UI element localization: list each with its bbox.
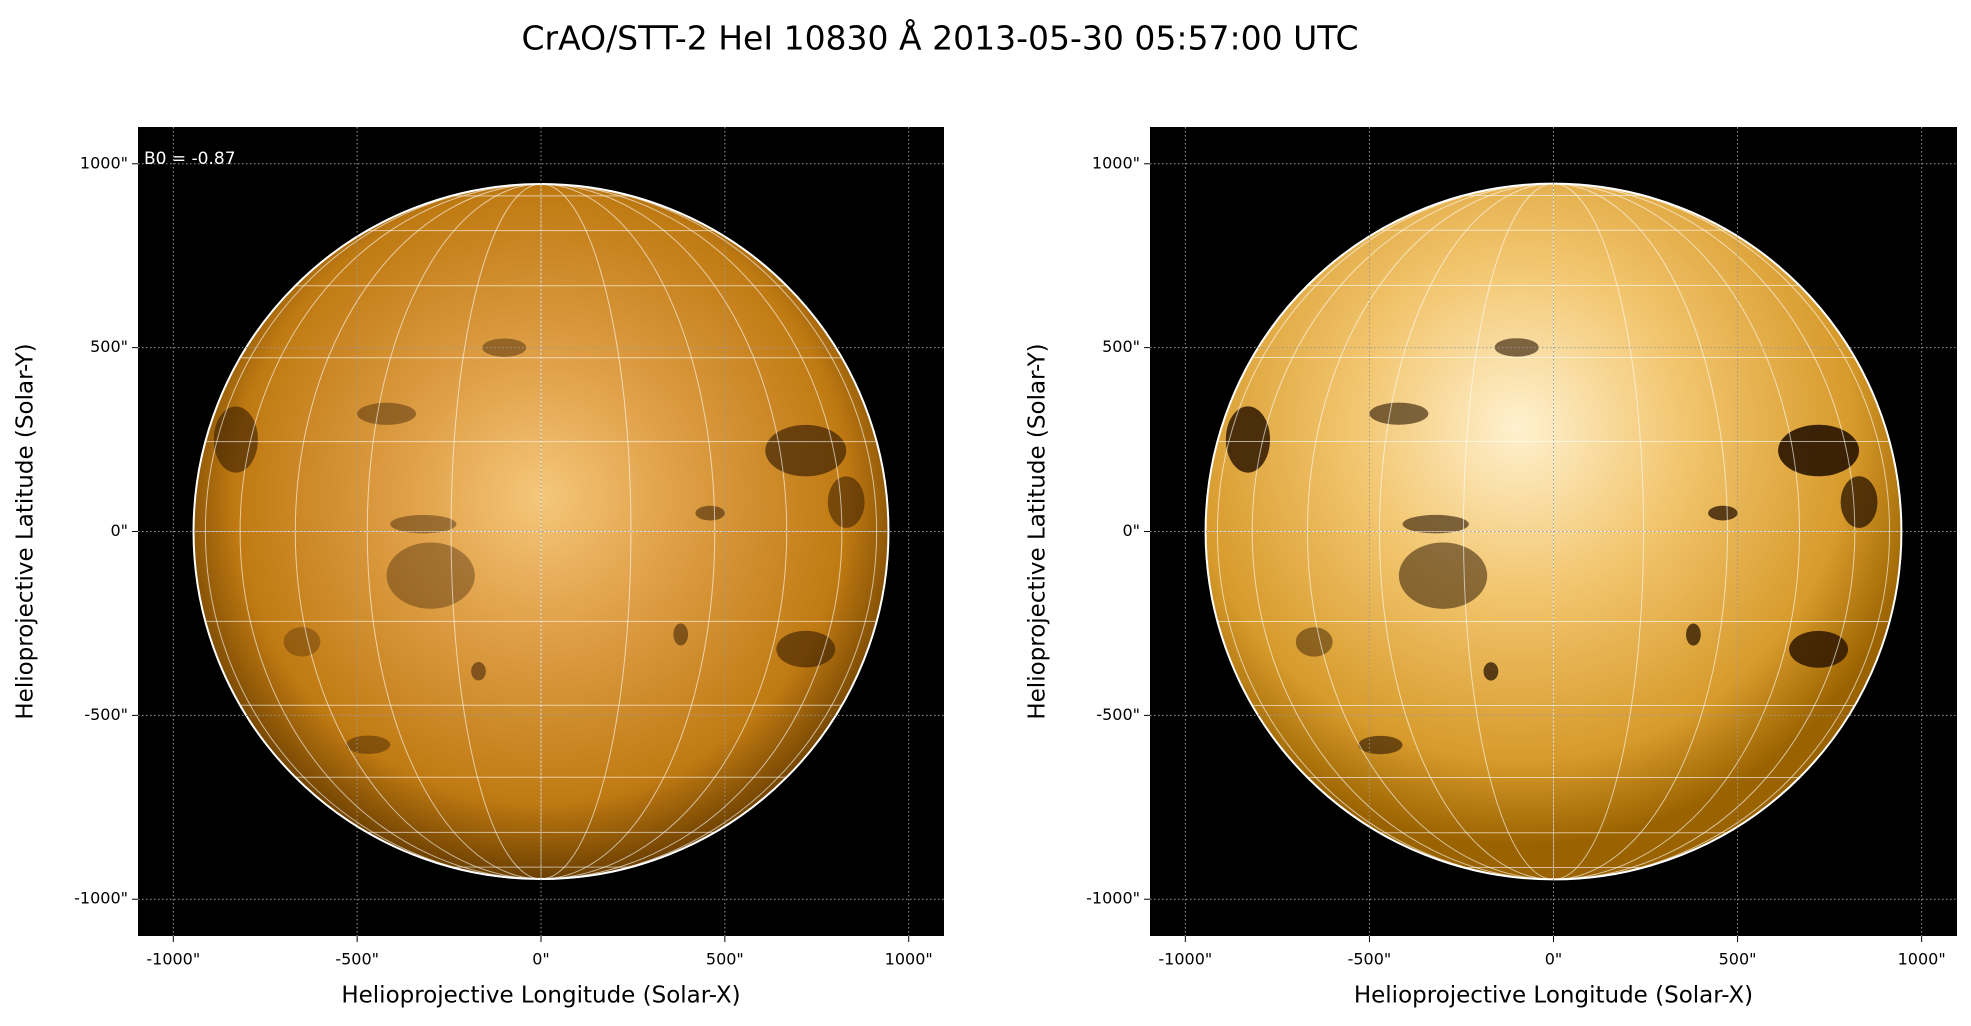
y-tick-label: 0" xyxy=(110,521,128,540)
y-tick-label: 1000" xyxy=(1092,153,1140,172)
dark-region xyxy=(776,630,836,668)
y-tick-label: -500" xyxy=(1096,705,1140,724)
dark-region xyxy=(390,514,457,534)
x-tick-label: 1000" xyxy=(1898,950,1946,969)
dark-region xyxy=(827,476,865,528)
x-tick-label: -1000" xyxy=(1158,950,1212,969)
panel: -1000" -500" 0" 500" 1000" -1000" -500" 0" 500" 1… xyxy=(1025,127,1957,1009)
dark-region xyxy=(386,542,475,609)
panel: -1000" -500" 0" 500" 1000" -1000" -500" 0" 500" 1… xyxy=(13,127,944,1009)
x-tick-label: 0" xyxy=(532,950,550,969)
x-tick-label: 0" xyxy=(1545,950,1563,969)
dark-region xyxy=(1358,735,1403,755)
dark-region xyxy=(673,623,689,646)
figure-title: CrAO/STT-2 HeI 10830 Å 2013-05-30 05:57:… xyxy=(521,18,1358,58)
y-axis-label: Helioprojective Latitude (Solar-Y) xyxy=(13,343,39,719)
dark-region xyxy=(1398,542,1488,609)
x-tick-label: -500" xyxy=(1348,950,1392,969)
x-tick-label: 1000" xyxy=(885,950,933,969)
dark-region xyxy=(1295,627,1333,657)
y-tick-label: -1000" xyxy=(1086,889,1140,908)
dark-region xyxy=(1778,424,1860,477)
dark-region xyxy=(1483,662,1499,681)
y-tick-label: 0" xyxy=(1122,521,1140,540)
x-axis-label: Helioprojective Longitude (Solar-X) xyxy=(341,983,740,1009)
dark-region xyxy=(765,424,847,477)
dark-region xyxy=(1708,505,1738,521)
dark-region xyxy=(482,338,527,357)
y-axis-label: Helioprojective Latitude (Solar-Y) xyxy=(1025,343,1051,719)
dark-region xyxy=(283,627,321,657)
x-axis-label: Helioprojective Longitude (Solar-X) xyxy=(1354,983,1753,1009)
dark-region xyxy=(1402,514,1469,534)
x-tick-label: 500" xyxy=(1719,950,1757,969)
x-tick-label: -500" xyxy=(335,950,379,969)
dark-region xyxy=(1494,338,1539,357)
y-tick-label: -500" xyxy=(84,705,128,724)
dark-region xyxy=(357,402,416,425)
y-tick-label: 500" xyxy=(90,337,128,356)
y-tick-label: -1000" xyxy=(74,889,128,908)
dark-region xyxy=(695,505,725,521)
dark-region xyxy=(471,662,486,681)
y-tick-label: 500" xyxy=(1102,337,1140,356)
dark-region xyxy=(1686,623,1701,646)
dark-region xyxy=(346,735,391,754)
dark-region xyxy=(1840,476,1878,528)
x-tick-label: -1000" xyxy=(146,950,200,969)
x-tick-label: 500" xyxy=(706,950,744,969)
dark-region xyxy=(1789,630,1849,668)
y-tick-label: 1000" xyxy=(80,153,128,172)
dark-region xyxy=(1369,402,1429,425)
annotation: B0 = -0.87 xyxy=(144,149,236,169)
